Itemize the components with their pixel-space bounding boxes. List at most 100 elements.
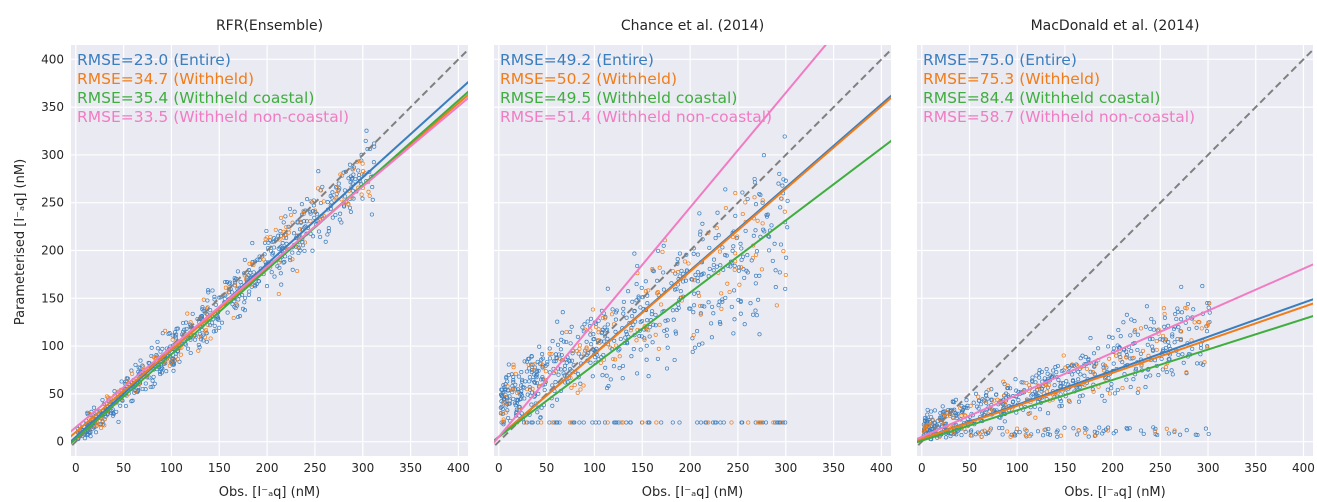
scatter-point xyxy=(612,338,617,343)
scatter-point xyxy=(764,214,770,219)
scatter-point xyxy=(1047,432,1053,437)
scatter-point xyxy=(635,263,640,269)
scatter-point xyxy=(532,367,537,372)
scatter-point xyxy=(500,391,505,396)
scatter-point xyxy=(1000,426,1005,431)
scatter-point xyxy=(1028,411,1033,416)
scatter-point xyxy=(715,210,720,215)
scatter-point xyxy=(1002,419,1007,424)
scatter-point xyxy=(760,198,765,203)
scatter-point xyxy=(620,363,626,369)
panel-3: 0 50 100 150 200 250 300 350 400 RMSE=75.0 (Entir… xyxy=(917,18,1315,500)
rmse-annotation: RMSE=50.2 (Withheld) xyxy=(500,70,677,88)
scatter-point xyxy=(167,331,172,336)
scatter-point xyxy=(1091,370,1096,375)
scatter-point xyxy=(136,369,141,374)
scatter-point xyxy=(1107,391,1112,396)
scatter-point xyxy=(713,420,718,425)
scatter-point xyxy=(578,387,583,392)
scatter-point xyxy=(590,307,595,312)
scatter-point xyxy=(123,403,128,409)
scatter-point xyxy=(297,227,303,232)
scatter-point xyxy=(1059,403,1064,408)
scatter-point xyxy=(140,363,145,368)
scatter-point xyxy=(605,327,610,332)
scatter-point xyxy=(608,345,613,350)
scatter-point xyxy=(569,358,575,363)
scatter-point xyxy=(955,411,960,416)
scatter-point xyxy=(311,209,316,214)
scatter-point xyxy=(581,420,586,425)
scatter-point xyxy=(753,308,758,313)
scatter-point xyxy=(305,197,310,202)
scatter-point xyxy=(985,430,990,435)
scatter-point xyxy=(601,352,606,358)
scatter-point xyxy=(692,303,697,308)
scatter-point xyxy=(1075,432,1080,437)
scatter-point xyxy=(1005,383,1010,388)
scatter-point xyxy=(1143,385,1148,390)
scatter-point xyxy=(603,365,608,370)
scatter-point xyxy=(724,253,729,258)
x-tick-label: 350 xyxy=(822,461,845,475)
scatter-point xyxy=(300,243,306,248)
scatter-point xyxy=(230,290,235,295)
scatter-point xyxy=(731,244,736,249)
scatter-point xyxy=(558,367,563,372)
scatter-point xyxy=(524,387,530,392)
scatter-point xyxy=(739,246,744,251)
scatter-point xyxy=(690,349,695,354)
x-tick-label: 300 xyxy=(1197,461,1220,475)
scatter-point xyxy=(1172,340,1177,345)
scatter-point xyxy=(539,360,544,366)
y-tick-label: 0 xyxy=(56,435,64,449)
scatter-point xyxy=(665,318,670,323)
y-tick-label: 100 xyxy=(41,339,64,353)
scatter-point xyxy=(1071,426,1076,431)
scatter-point xyxy=(1078,372,1083,377)
scatter-point xyxy=(598,360,603,365)
scatter-point xyxy=(750,255,755,260)
scatter-point xyxy=(323,239,328,244)
scatter-point xyxy=(1178,317,1184,322)
scatter-point xyxy=(349,177,354,182)
scatter-point xyxy=(279,248,284,253)
scatter-point xyxy=(1198,346,1204,351)
scatter-point xyxy=(520,377,525,382)
scatter-point xyxy=(940,404,945,409)
scatter-point xyxy=(1080,393,1085,398)
scatter-point xyxy=(664,327,669,332)
scatter-point xyxy=(779,196,784,201)
scatter-point xyxy=(759,420,764,425)
scatter-point xyxy=(560,330,565,335)
scatter-point xyxy=(281,260,286,265)
x-tick-label: 400 xyxy=(447,461,470,475)
scatter-point xyxy=(742,275,747,280)
scatter-point xyxy=(584,339,589,344)
scatter-point xyxy=(1205,344,1210,349)
scatter-point xyxy=(511,396,516,401)
scatter-point xyxy=(366,189,371,194)
scatter-point xyxy=(1171,326,1177,332)
scatter-point xyxy=(333,185,339,190)
scatter-point xyxy=(1144,304,1149,309)
scatter-point xyxy=(1058,399,1064,404)
scatter-point xyxy=(1139,363,1144,369)
scatter-point xyxy=(695,420,700,425)
scatter-point xyxy=(315,186,321,191)
scatter-point xyxy=(172,334,177,339)
scatter-point xyxy=(170,333,175,338)
scatter-point xyxy=(1024,381,1029,386)
scatter-point xyxy=(562,367,567,372)
scatter-point xyxy=(1120,385,1125,391)
scatter-point xyxy=(1008,434,1013,439)
scatter-point xyxy=(1163,345,1169,350)
x-tick-label: 350 xyxy=(1244,461,1267,475)
scatter-point xyxy=(171,368,176,373)
scatter-point xyxy=(541,366,546,371)
scatter-point xyxy=(647,325,652,330)
scatter-point xyxy=(1033,415,1038,420)
scatter-point xyxy=(1153,432,1158,437)
scatter-point xyxy=(201,297,206,302)
scatter-point xyxy=(1084,366,1089,371)
